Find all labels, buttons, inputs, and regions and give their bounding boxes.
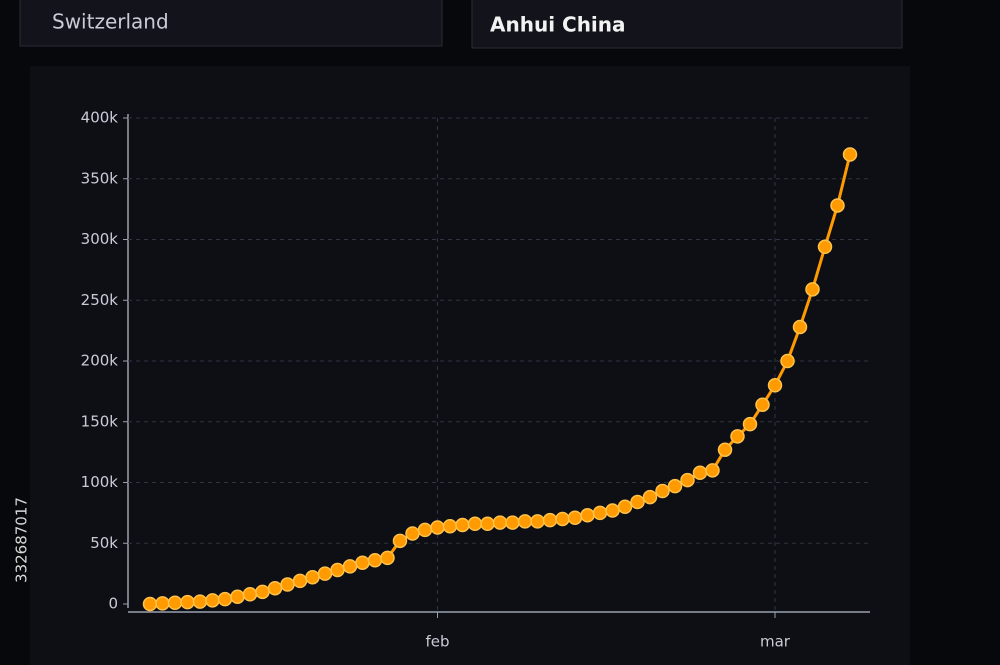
data-point	[380, 550, 395, 566]
y-tick-label: 0	[108, 595, 118, 613]
y-tick-label: 100k	[81, 473, 119, 491]
data-point	[342, 559, 358, 574]
plot: 0 50k 100k 150k 200k 250k 300k 350k 400k feb mar	[81, 109, 870, 651]
data-point	[630, 494, 645, 510]
data-point	[280, 577, 295, 592]
y-tick-label: 150k	[81, 412, 119, 430]
y-tick-label: 400k	[81, 109, 119, 127]
x-tick-label: feb	[425, 633, 449, 651]
data-point	[205, 593, 220, 608]
data-point	[655, 483, 670, 499]
data-point	[492, 515, 508, 530]
data-point	[367, 553, 383, 568]
data-point	[467, 516, 483, 532]
data-point	[505, 515, 520, 530]
data-point	[355, 555, 370, 570]
data-point	[642, 489, 658, 505]
data-point	[405, 526, 420, 541]
y-tick-label: 300k	[81, 230, 119, 248]
data-point	[455, 517, 470, 533]
data-point	[292, 573, 308, 589]
data-point	[417, 522, 433, 538]
x-tick-label: mar	[760, 633, 791, 651]
data-point	[705, 463, 720, 478]
data-point	[242, 587, 258, 602]
data-point	[580, 508, 595, 523]
panel	[471, 0, 903, 49]
data-point	[517, 514, 533, 529]
y-tick-label: 50k	[90, 534, 118, 552]
data-point	[805, 282, 820, 297]
chart-panel	[30, 66, 910, 665]
data-point	[330, 562, 345, 578]
data-point	[767, 378, 783, 393]
data-point	[830, 198, 845, 213]
data-point	[430, 520, 445, 535]
data-point	[192, 594, 208, 609]
data-point	[567, 510, 583, 525]
data-point	[555, 511, 570, 527]
data-point	[317, 566, 333, 581]
data-point	[530, 514, 545, 529]
panel-label: Switzerland	[52, 10, 169, 34]
y-tick-label: 250k	[81, 291, 119, 309]
data-point	[217, 591, 233, 607]
data-point	[780, 353, 795, 369]
data-point	[842, 147, 858, 162]
data-point	[167, 595, 183, 611]
data-point	[692, 465, 708, 481]
data-point	[792, 319, 808, 335]
data-point	[817, 239, 833, 255]
data-point	[142, 596, 158, 612]
data-point	[617, 499, 633, 515]
data-point	[155, 596, 170, 611]
panel-label: Anhui China	[490, 13, 626, 37]
data-point	[480, 516, 495, 532]
data-point	[742, 416, 758, 432]
data-point	[392, 533, 408, 549]
data-point	[667, 478, 683, 494]
data-point	[680, 472, 695, 488]
data-point	[230, 589, 245, 604]
data-point	[180, 594, 195, 610]
data-point	[267, 580, 283, 596]
data-point	[730, 429, 745, 444]
data-point	[305, 570, 320, 585]
data-point	[542, 512, 558, 528]
watermark-id: 332687017	[13, 497, 31, 583]
data-point	[255, 584, 270, 600]
panel	[19, 0, 443, 47]
y-tick-label: 200k	[81, 352, 119, 370]
data-point	[442, 518, 458, 534]
data-point	[755, 397, 770, 412]
data-point	[605, 503, 620, 518]
data-point	[717, 442, 733, 457]
y-tick-label: 350k	[81, 169, 119, 187]
data-point	[592, 505, 608, 521]
